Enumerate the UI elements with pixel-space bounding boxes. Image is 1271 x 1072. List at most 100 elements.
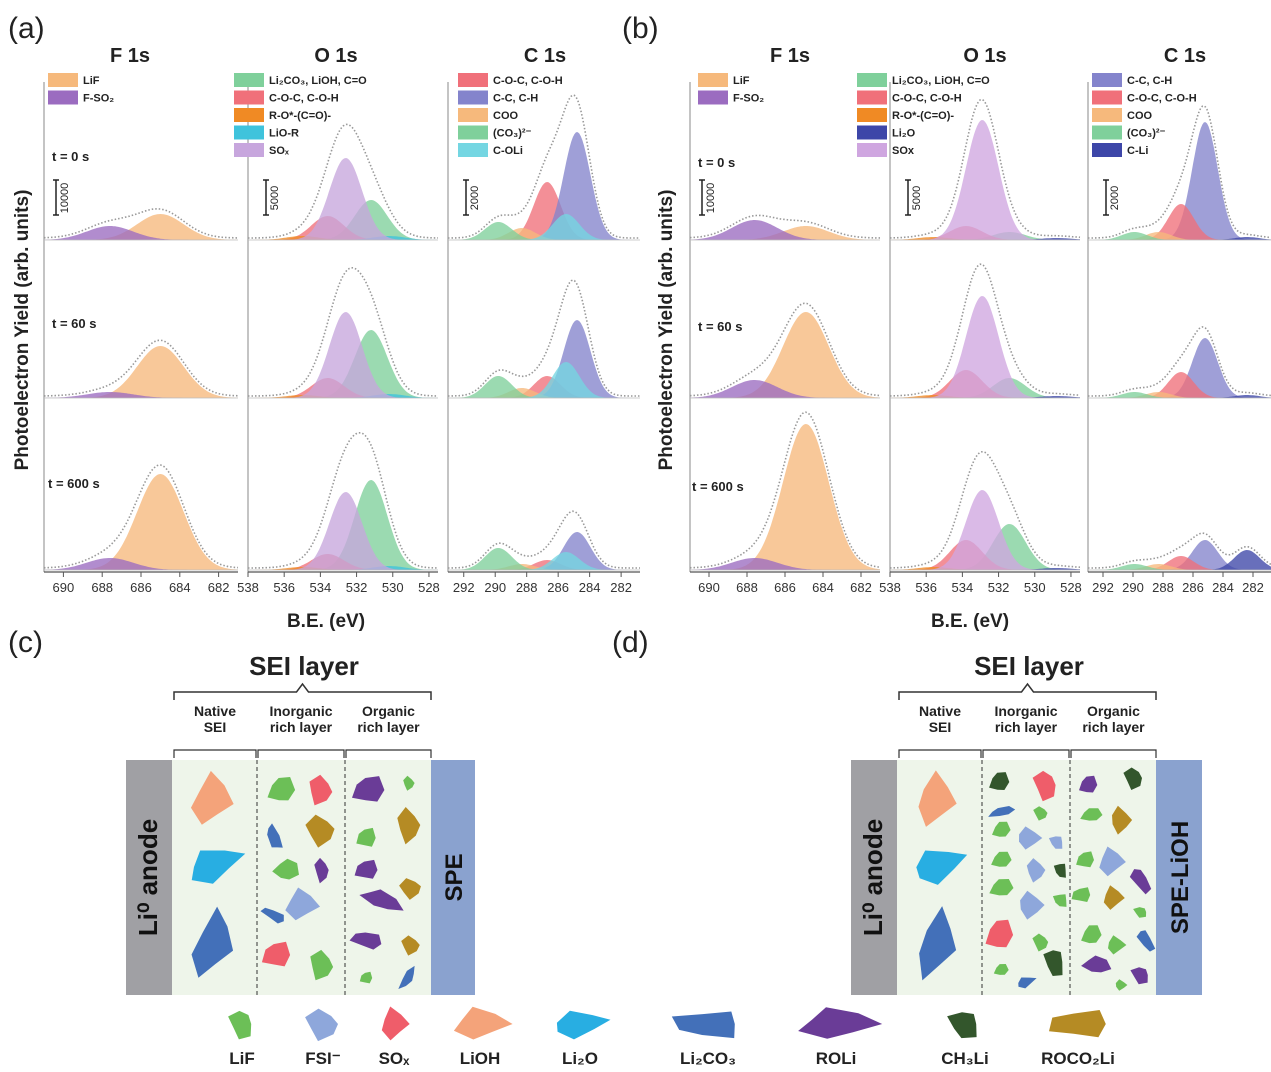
x-tick-label: 682 <box>850 580 872 595</box>
peak-C-Li <box>1088 550 1271 570</box>
particle-legend-item: Li₂CO₃ <box>671 1011 736 1068</box>
electrolyte-label: SPE <box>441 853 468 901</box>
peak-(CO₃)²⁻ <box>448 376 640 398</box>
legend-swatch <box>458 73 488 87</box>
chart-title: F 1s <box>110 45 150 67</box>
peak-(CO₃)²⁻ <box>1088 564 1271 570</box>
chart-1: O 1s 538 536 534 532 530 528 5000 Li₂CO₃, LiOH, … <box>234 45 440 595</box>
peak-(CO₃)²⁻ <box>1088 392 1271 398</box>
particle-ROCO₂Li <box>399 878 421 900</box>
peak-SOₓ <box>248 312 438 398</box>
section-label: rich layer <box>995 719 1058 735</box>
particle-legend-item: LiOH <box>453 1006 513 1068</box>
peak-C-OLi <box>448 214 640 240</box>
particle-ROLi <box>1130 967 1148 985</box>
x-tick-label: 286 <box>1182 580 1204 595</box>
section-label: Native <box>194 703 236 719</box>
legend-label: (CO₃)²⁻ <box>493 128 532 140</box>
time-label-b-2: t = 600 s <box>692 479 744 494</box>
x-tick-label: 290 <box>1122 580 1144 595</box>
scale-bar-label: 10000 <box>59 183 71 214</box>
section-bracket <box>345 749 432 758</box>
particle-LiF <box>1080 808 1103 821</box>
x-tick-label: 690 <box>698 580 720 595</box>
legend-swatch <box>857 143 887 157</box>
peak-(CO₃)²⁻ <box>448 222 640 240</box>
x-tick-label: 290 <box>484 580 506 595</box>
particle-ROLi <box>798 1007 883 1039</box>
peak-SOₓ <box>248 158 438 240</box>
peak-F-SO₂ <box>44 558 238 570</box>
chart-title: C 1s <box>1164 45 1206 67</box>
electrolyte-label: SPE-LiOH <box>1167 821 1194 934</box>
peak-C-O-C, C-O-H <box>448 182 640 240</box>
time-label-a-2: t = 600 s <box>48 476 100 491</box>
x-tick-label: 686 <box>130 580 152 595</box>
peak-Li₂CO₃, LiOH, C=O <box>248 200 438 240</box>
particle-Li₂CO₃ <box>260 907 284 924</box>
legend-swatch <box>857 125 887 140</box>
time-label-b-1: t = 60 s <box>698 319 742 334</box>
particle-FSI⁻ <box>1019 826 1043 850</box>
particle-ROLi <box>1079 775 1098 793</box>
particle-ROLi <box>349 932 382 950</box>
particle-legend-item: LiF <box>228 1010 255 1068</box>
x-tick-label: 684 <box>169 580 191 595</box>
legend-swatch <box>698 90 728 105</box>
particle-Li₂O <box>191 850 246 884</box>
legend-label: R-O*-(C=O)- <box>269 110 331 122</box>
peak-C-C, C-H <box>1088 338 1271 398</box>
particle-CH₃Li <box>1053 863 1066 878</box>
peak-R-O*-(C=O)- <box>248 236 438 240</box>
legend-swatch <box>234 143 264 157</box>
legend-label: C-O-C, C-O-H <box>493 75 563 87</box>
peak-F-SO₂ <box>690 558 880 570</box>
peak-SOx <box>890 120 1080 240</box>
peak-C-O-C, C-O-H <box>448 560 640 570</box>
x-tick-label: 532 <box>346 580 368 595</box>
x-tick-label: 532 <box>988 580 1010 595</box>
chart-title: O 1s <box>963 45 1006 67</box>
peak-C-OLi <box>448 552 640 570</box>
particle-legend-item: ROLi <box>798 1007 883 1068</box>
particle-legend-label: LiF <box>229 1049 255 1068</box>
time-label-b-0: t = 0 s <box>698 155 735 170</box>
particle-LiOH <box>918 770 957 827</box>
section-label: SEI <box>929 719 952 735</box>
peak-C-OLi <box>448 362 640 398</box>
legend-label: C-C, C-H <box>1127 75 1172 87</box>
legend-label: SOₓ <box>269 145 290 157</box>
particle-legend-item: CH₃Li <box>941 1012 989 1068</box>
legend-label: C-O-C, C-O-H <box>1127 93 1197 105</box>
particle-FSI⁻ <box>285 887 321 921</box>
time-label-a-1: t = 60 s <box>52 316 96 331</box>
envelope-line <box>44 207 238 239</box>
x-tick-label: 690 <box>53 580 75 595</box>
section-bracket <box>257 749 345 758</box>
section-label: Organic <box>362 703 415 719</box>
section-label: Organic <box>1087 703 1140 719</box>
scale-bar-label: 2000 <box>469 186 481 210</box>
scale-bar-label: 5000 <box>269 186 281 210</box>
sei-brace <box>173 682 432 700</box>
particle-FSI⁻ <box>1026 858 1046 883</box>
legend-swatch <box>698 73 728 87</box>
particle-LiF <box>272 858 299 880</box>
x-tick-label: 538 <box>237 580 259 595</box>
legend-swatch <box>1092 108 1122 122</box>
particle-ROCO₂Li <box>397 807 421 845</box>
legend-label: LiF <box>83 75 100 87</box>
particle-Li₂CO₃ <box>398 965 415 990</box>
peak-LiF <box>44 346 238 398</box>
particle-ROLi <box>359 889 404 911</box>
time-label-a-0: t = 0 s <box>52 149 89 164</box>
legend-label: Li₂CO₃, LiOH, C=O <box>269 75 367 87</box>
particle-FSI⁻ <box>1099 846 1126 877</box>
particle-ROLi <box>352 776 385 802</box>
x-tick-label: 530 <box>382 580 404 595</box>
x-axis-label-b: B.E. (eV) <box>931 611 1009 632</box>
legend-swatch <box>458 108 488 122</box>
particle-ROCO₂Li <box>1049 1010 1106 1038</box>
